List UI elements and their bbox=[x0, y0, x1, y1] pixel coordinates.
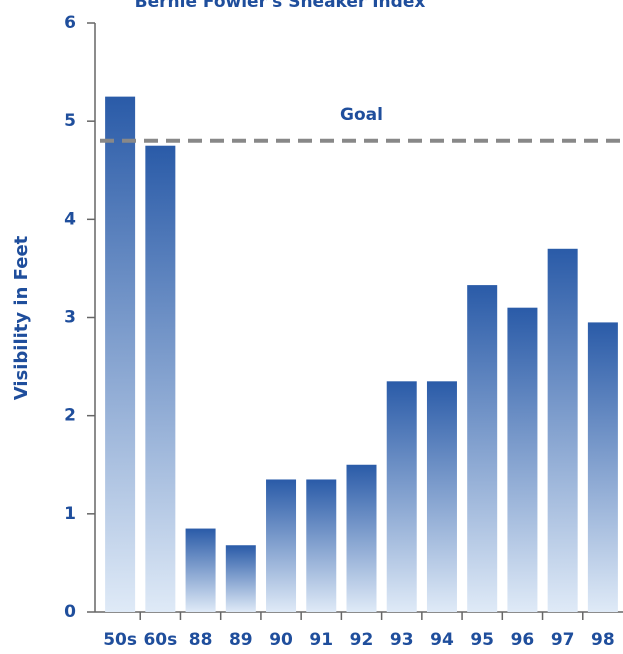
y-tick-label: 4 bbox=[64, 209, 76, 229]
x-tick-label: 94 bbox=[430, 630, 454, 650]
bar bbox=[386, 381, 417, 612]
bar bbox=[225, 545, 256, 612]
chart-title: Bernie Fowler's Sneaker Index bbox=[135, 0, 426, 12]
bar bbox=[507, 307, 538, 612]
x-tick-label: 97 bbox=[551, 630, 575, 650]
bar bbox=[346, 464, 377, 612]
y-tick-label: 1 bbox=[64, 504, 76, 524]
x-tick-label: 50s bbox=[103, 630, 137, 650]
x-tick-label: 88 bbox=[189, 630, 213, 650]
bar bbox=[306, 479, 337, 612]
y-tick-label: 5 bbox=[64, 111, 76, 131]
bar bbox=[547, 248, 578, 613]
x-tick-label: 98 bbox=[591, 630, 615, 650]
y-tick-label: 2 bbox=[64, 406, 76, 426]
bar bbox=[587, 322, 618, 612]
y-tick-label: 0 bbox=[64, 602, 76, 622]
bar bbox=[185, 528, 216, 612]
x-tick-label: 91 bbox=[309, 630, 333, 650]
x-tick-label: 93 bbox=[390, 630, 414, 650]
bar bbox=[105, 96, 136, 612]
bar bbox=[467, 285, 498, 612]
bar bbox=[426, 381, 457, 612]
x-tick-label: 95 bbox=[470, 630, 494, 650]
x-tick-label: 90 bbox=[269, 630, 293, 650]
y-tick-label: 3 bbox=[64, 308, 76, 328]
y-axis-label: Visibility in Feet bbox=[11, 235, 32, 400]
x-tick-label: 96 bbox=[511, 630, 535, 650]
goal-label: Goal bbox=[340, 105, 383, 125]
x-tick-label: 92 bbox=[350, 630, 374, 650]
bar bbox=[145, 145, 176, 613]
bar bbox=[266, 479, 297, 612]
x-tick-label: 60s bbox=[143, 630, 177, 650]
x-tick-label: 89 bbox=[229, 630, 253, 650]
y-tick-label: 6 bbox=[64, 13, 76, 33]
